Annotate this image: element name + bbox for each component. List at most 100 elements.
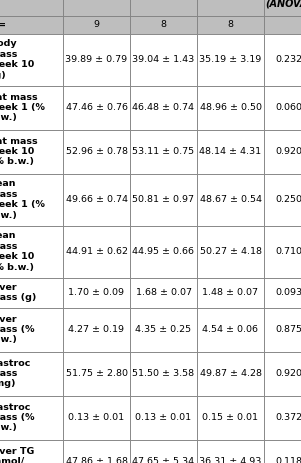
Text: 46.48 ± 0.74: 46.48 ± 0.74 (132, 103, 194, 112)
Text: 48.96 ± 0.50: 48.96 ± 0.50 (200, 103, 262, 112)
Bar (0, 33, 63, 86)
Text: 39.04 ± 1.43: 39.04 ± 1.43 (132, 55, 195, 64)
Bar (130, 86, 197, 130)
Bar (63, 33, 130, 86)
Bar (197, 33, 264, 86)
Bar (264, 86, 301, 130)
Text: 0.093: 0.093 (275, 288, 301, 297)
Text: Lean
mass
week 1 (%
b.w.): Lean mass week 1 (% b.w.) (0, 179, 45, 219)
Bar (197, 15, 264, 33)
Text: 4.35 ± 0.25: 4.35 ± 0.25 (135, 325, 191, 334)
Bar (264, 174, 301, 225)
Text: 0.15 ± 0.01: 0.15 ± 0.01 (203, 413, 259, 422)
Text: 0.920: 0.920 (275, 147, 301, 156)
Text: 9: 9 (94, 20, 100, 29)
Bar (264, 351, 301, 395)
Bar (130, 15, 197, 33)
Bar (130, 0, 197, 15)
Bar (264, 225, 301, 277)
Text: 0.060: 0.060 (275, 103, 301, 112)
Bar (197, 277, 264, 307)
Bar (197, 174, 264, 225)
Bar (130, 439, 197, 463)
Bar (197, 351, 264, 395)
Text: 48.67 ± 0.54: 48.67 ± 0.54 (200, 195, 262, 204)
Bar (0, 351, 63, 395)
Bar (197, 439, 264, 463)
Bar (0, 15, 63, 33)
Bar (130, 225, 197, 277)
Text: 47.86 ± 1.68: 47.86 ± 1.68 (66, 457, 128, 463)
Text: 1.48 ± 0.07: 1.48 ± 0.07 (203, 288, 259, 297)
Text: 4.27 ± 0.19: 4.27 ± 0.19 (69, 325, 125, 334)
Bar (63, 130, 130, 174)
Text: 0.250: 0.250 (275, 195, 301, 204)
Text: 47.46 ± 0.76: 47.46 ± 0.76 (66, 103, 128, 112)
Text: 53.11 ± 0.75: 53.11 ± 0.75 (132, 147, 194, 156)
Text: 35.19 ± 3.19: 35.19 ± 3.19 (199, 55, 262, 64)
Text: 49.66 ± 0.74: 49.66 ± 0.74 (66, 195, 128, 204)
Bar (63, 307, 130, 351)
Text: 0.372: 0.372 (275, 413, 301, 422)
Text: 8: 8 (160, 20, 166, 29)
Text: 8: 8 (228, 20, 234, 29)
Bar (130, 130, 197, 174)
Bar (130, 351, 197, 395)
Bar (0, 307, 63, 351)
Bar (197, 130, 264, 174)
Bar (0, 0, 63, 15)
Bar (264, 307, 301, 351)
Bar (130, 395, 197, 439)
Text: Fat mass
week 1 (%
b.w.): Fat mass week 1 (% b.w.) (0, 93, 45, 122)
Bar (63, 86, 130, 130)
Text: 0.875: 0.875 (275, 325, 301, 334)
Text: Liver
mass (%
b.w.): Liver mass (% b.w.) (0, 314, 35, 344)
Bar (197, 307, 264, 351)
Text: 1.70 ± 0.09: 1.70 ± 0.09 (69, 288, 125, 297)
Bar (63, 225, 130, 277)
Bar (63, 351, 130, 395)
Bar (264, 130, 301, 174)
Text: 1.68 ± 0.07: 1.68 ± 0.07 (135, 288, 191, 297)
Text: 44.95 ± 0.66: 44.95 ± 0.66 (132, 247, 194, 256)
Text: Lean
mass
week 10
(% b.w.): Lean mass week 10 (% b.w.) (0, 232, 34, 272)
Text: 0.118: 0.118 (275, 457, 301, 463)
Text: 44.91 ± 0.62: 44.91 ± 0.62 (66, 247, 128, 256)
Text: 50.27 ± 4.18: 50.27 ± 4.18 (200, 247, 262, 256)
Text: 52.96 ± 0.78: 52.96 ± 0.78 (66, 147, 128, 156)
Text: 0.13 ± 0.01: 0.13 ± 0.01 (135, 413, 191, 422)
Text: 48.14 ± 4.31: 48.14 ± 4.31 (200, 147, 262, 156)
Bar (0, 130, 63, 174)
Text: N=: N= (0, 20, 6, 29)
Text: Body
mass
week 10
(g): Body mass week 10 (g) (0, 39, 34, 80)
Bar (63, 395, 130, 439)
Text: 39.89 ± 0.79: 39.89 ± 0.79 (65, 55, 128, 64)
Bar (0, 439, 63, 463)
Text: 0.13 ± 0.01: 0.13 ± 0.01 (68, 413, 125, 422)
Text: 51.75 ± 2.80: 51.75 ± 2.80 (66, 369, 128, 378)
Bar (130, 33, 197, 86)
Bar (197, 225, 264, 277)
Text: 0.232: 0.232 (275, 55, 301, 64)
Bar (0, 86, 63, 130)
Text: Gastroc
mass (%
b.w.): Gastroc mass (% b.w.) (0, 403, 35, 432)
Text: 0.920: 0.920 (275, 369, 301, 378)
Bar (197, 86, 264, 130)
Text: 47.65 ± 5.34: 47.65 ± 5.34 (132, 457, 194, 463)
Text: Gastroc
mass
(mg): Gastroc mass (mg) (0, 359, 31, 388)
Bar (264, 15, 301, 33)
Bar (63, 174, 130, 225)
Text: Fat mass
week 10
(% b.w.): Fat mass week 10 (% b.w.) (0, 137, 38, 166)
Text: p
(ANOVA): p (ANOVA) (265, 0, 301, 8)
Bar (63, 0, 130, 15)
Bar (130, 307, 197, 351)
Bar (0, 277, 63, 307)
Bar (63, 15, 130, 33)
Bar (63, 277, 130, 307)
Text: 4.54 ± 0.06: 4.54 ± 0.06 (203, 325, 259, 334)
Bar (63, 439, 130, 463)
Bar (264, 277, 301, 307)
Bar (264, 439, 301, 463)
Text: CON: CON (85, 0, 108, 2)
Bar (264, 395, 301, 439)
